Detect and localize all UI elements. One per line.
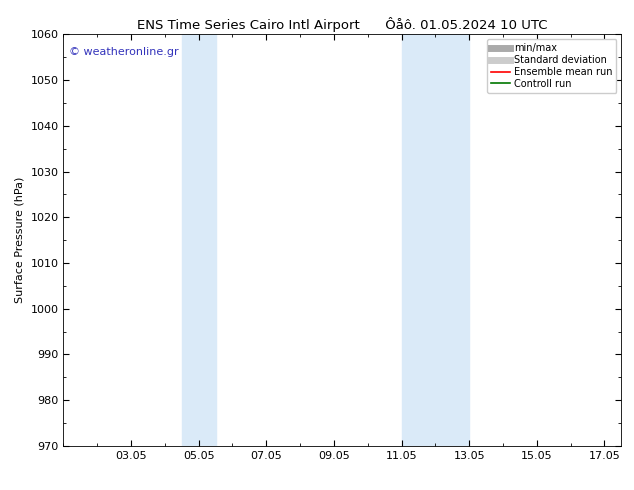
Text: © weatheronline.gr: © weatheronline.gr xyxy=(69,47,179,57)
Bar xyxy=(182,34,216,446)
Title: ENS Time Series Cairo Intl Airport      Ôåô. 01.05.2024 10 UTC: ENS Time Series Cairo Intl Airport Ôåô. … xyxy=(137,17,548,32)
Legend: min/max, Standard deviation, Ensemble mean run, Controll run: min/max, Standard deviation, Ensemble me… xyxy=(487,39,616,93)
Bar xyxy=(401,34,469,446)
Y-axis label: Surface Pressure (hPa): Surface Pressure (hPa) xyxy=(15,177,25,303)
